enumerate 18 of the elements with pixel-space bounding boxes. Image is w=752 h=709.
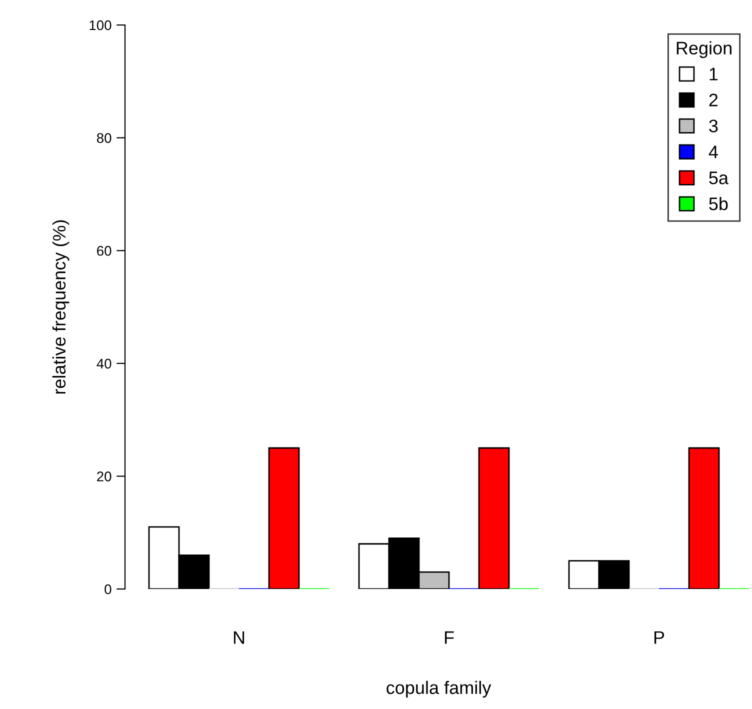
y-axis-title: relative frequency (%) bbox=[52, 220, 70, 394]
legend-label: 2 bbox=[709, 94, 718, 106]
y-tick-label: 80 bbox=[96, 133, 112, 143]
y-tick-label: 100 bbox=[90, 20, 112, 30]
legend-label: 4 bbox=[708, 146, 718, 158]
x-axis-title: copula family bbox=[386, 680, 492, 698]
legend-label: 5a bbox=[709, 172, 728, 184]
x-tick-label: F bbox=[444, 631, 454, 644]
y-tick-label: 60 bbox=[97, 246, 112, 256]
legend-label: 5b bbox=[709, 196, 728, 210]
y-tick-label: 0 bbox=[104, 584, 112, 594]
legend-label: 3 bbox=[709, 120, 718, 132]
x-tick-label: N bbox=[234, 631, 244, 644]
legend-label: 1 bbox=[710, 68, 718, 80]
x-tick-label: P bbox=[654, 631, 664, 644]
legend-title: Region bbox=[676, 41, 732, 58]
y-tick-label: 40 bbox=[96, 358, 112, 369]
y-tick-label: 20 bbox=[97, 472, 112, 482]
